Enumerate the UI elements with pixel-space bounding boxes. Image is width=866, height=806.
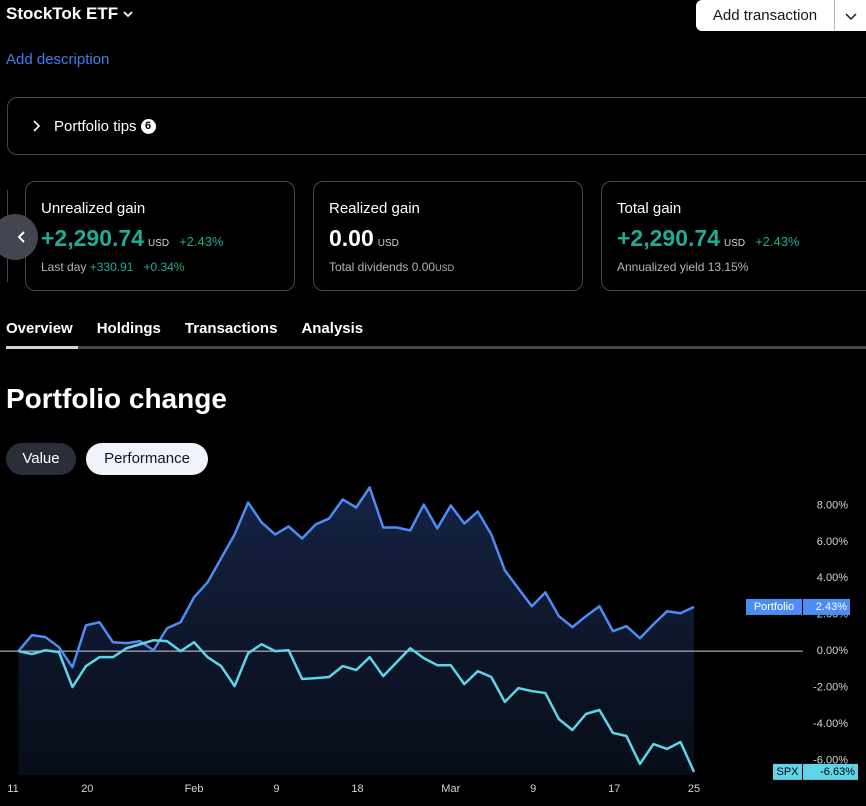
value-badge [803, 598, 850, 615]
sub-value: +330.91 [89, 260, 134, 274]
tips-count: 6 [140, 118, 156, 134]
series-line [18, 638, 696, 773]
tips-label: Portfolio tips [54, 117, 137, 135]
series-line [17, 486, 695, 669]
chevron [17, 231, 25, 243]
card: Unrealized gain +2,290.74 USD +2.43% Last … [25, 181, 295, 291]
dropdown[interactable] [835, 9, 866, 23]
chevron [844, 12, 857, 20]
tab[interactable]: Analysis [301, 320, 364, 337]
add-description-link[interactable]: Add description [6, 51, 110, 68]
y-tick-label: 6.00% [817, 536, 848, 548]
x-tick-label: 9 [530, 783, 536, 795]
area [18, 487, 694, 775]
card-unit: USD [147, 238, 170, 249]
y-tick-label: 8.00% [817, 499, 848, 511]
x-tick-label: 9 [273, 783, 279, 795]
card-title: Unrealized gain [41, 200, 146, 217]
y-tick-label: 0.00% [817, 645, 848, 657]
y-tick-label: -2.00% [813, 681, 848, 693]
value-label: 2.43% [816, 601, 847, 613]
prev-button[interactable] [0, 214, 38, 260]
y-tick-label: 4.00% [817, 572, 848, 584]
card-change: +2.43% [179, 234, 224, 249]
x-tick-label: 11 [7, 783, 18, 795]
x-tick-label: 17 [608, 783, 620, 795]
card: Total gain +2,290.74 USD +2.43% Annualized… [601, 181, 866, 291]
sub-label: Last day [41, 260, 87, 274]
legend-badge [746, 598, 802, 615]
toggle[interactable]: Value [6, 443, 76, 475]
card-unit: USD [723, 238, 746, 249]
card-title: Realized gain [329, 200, 420, 217]
sub-label: Annualized yield 13.15% [617, 260, 749, 274]
value-label: -6.63% [820, 766, 855, 778]
x-tick-label: 20 [81, 783, 93, 795]
tab[interactable]: Holdings [96, 320, 161, 337]
card-value: +2,290.74 [41, 225, 144, 251]
tab-rail [6, 346, 866, 349]
x-tick-label: 25 [688, 783, 700, 795]
tabs: Overview Holdings Transactions Analysis [6, 320, 363, 337]
card: Realized gain 0.00 USD Total dividends 0.… [313, 181, 583, 291]
legend-badge [773, 763, 802, 780]
card-unit: USD [377, 238, 399, 249]
y-tick-label: -6.00% [813, 754, 848, 766]
sub-value: 0.00 [411, 260, 436, 274]
add-transaction-button[interactable]: Add transaction [696, 0, 866, 31]
chevron [33, 120, 41, 132]
tab[interactable]: Transactions [184, 320, 278, 337]
sub-change: +0.34% [143, 260, 185, 274]
toggle[interactable]: Performance [86, 443, 208, 475]
x-tick-label: Feb [185, 783, 204, 795]
tab-indicator [6, 346, 78, 349]
y-tick-label: -4.00% [813, 718, 848, 730]
legend-name: SPX [776, 766, 799, 778]
card-change: +2.43% [755, 234, 800, 249]
card-value: +2,290.74 [617, 225, 720, 251]
x-tick-label: 18 [351, 783, 363, 795]
button-label: Add transaction [696, 0, 835, 31]
x-tick-label: Mar [441, 783, 460, 795]
tab[interactable]: Overview [6, 320, 73, 337]
card-value: 0.00 [329, 225, 374, 251]
legend-name: Portfolio [754, 601, 794, 613]
section-title: Portfolio change [6, 383, 227, 414]
portfolio-title[interactable]: StockTok ETF [6, 4, 134, 24]
sub-label: Total dividends [329, 260, 409, 274]
title-text: StockTok ETF [6, 4, 119, 23]
sub-unit: USD [435, 263, 455, 273]
card-title: Total gain [617, 200, 682, 217]
chevron [123, 11, 133, 18]
value-badge [803, 763, 858, 780]
portfolio-tips[interactable]: Portfolio tips 6 [7, 97, 866, 155]
